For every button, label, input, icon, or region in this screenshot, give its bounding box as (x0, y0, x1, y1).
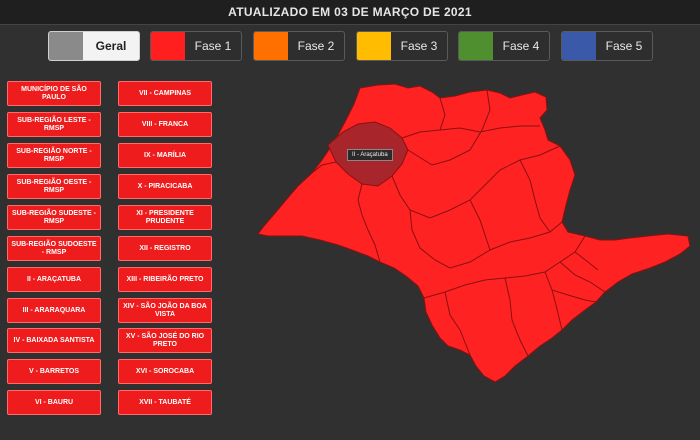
region-button-sao-paulo[interactable]: MUNICÍPIO DE SÃO PAULO (7, 81, 101, 106)
region-button-araraquara[interactable]: III - ARARAQUARA (7, 298, 101, 323)
filter-fase1-button[interactable]: Fase 1 (150, 31, 242, 61)
region-button-presidente-prudente[interactable]: XI - PRESIDENTE PRUDENTE (118, 205, 212, 230)
filter-fase5-button[interactable]: Fase 5 (561, 31, 653, 61)
map-tooltip: II - Araçatuba (347, 149, 393, 161)
map-state-outline[interactable] (257, 83, 691, 383)
fase5-swatch (562, 32, 596, 60)
filter-fase4-button[interactable]: Fase 4 (458, 31, 550, 61)
region-button-taubate[interactable]: XVII - TAUBATÉ (118, 390, 212, 415)
region-button-piracicaba[interactable]: X - PIRACICABA (118, 174, 212, 199)
region-button-barretos[interactable]: V - BARRETOS (7, 359, 101, 384)
fase3-swatch (357, 32, 391, 60)
filter-fase2-label: Fase 2 (297, 39, 335, 53)
filter-fase3-label: Fase 3 (400, 39, 438, 53)
region-button-registro[interactable]: XII - REGISTRO (118, 236, 212, 261)
region-button-sudeste-rmsp[interactable]: SUB-REGIÃO SUDESTE - RMSP (7, 205, 101, 230)
region-button-sao-jose-do-rio-preto[interactable]: XV - SÃO JOSÉ DO RIO PRETO (118, 328, 212, 353)
filter-fase5-label: Fase 5 (605, 39, 643, 53)
region-button-campinas[interactable]: VII - CAMPINAS (118, 81, 212, 106)
region-button-marilia[interactable]: IX - MARÍLIA (118, 143, 212, 168)
region-button-baixada-santista[interactable]: IV - BAIXADA SANTISTA (7, 328, 101, 353)
region-button-ribeirao-preto[interactable]: XIII - RIBEIRÃO PRETO (118, 267, 212, 292)
region-button-leste-rmsp[interactable]: SUB-REGIÃO LESTE - RMSP (7, 112, 101, 137)
filter-fase1-label: Fase 1 (194, 39, 232, 53)
update-title: ATUALIZADO EM 03 DE MARÇO DE 2021 (228, 5, 472, 19)
fase1-swatch (151, 32, 185, 60)
fase2-swatch (254, 32, 288, 60)
filter-fase3-button[interactable]: Fase 3 (356, 31, 448, 61)
region-button-sao-joao-da-boa-vista[interactable]: XIV - SÃO JOÃO DA BOA VISTA (118, 298, 212, 323)
region-button-norte-rmsp[interactable]: SUB-REGIÃO NORTE - RMSP (7, 143, 101, 168)
fase4-swatch (459, 32, 493, 60)
header-bar: ATUALIZADO EM 03 DE MARÇO DE 2021 (0, 0, 700, 25)
map-region-borders (311, 89, 606, 357)
region-button-aracatuba[interactable]: II - ARAÇATUBA (7, 267, 101, 292)
filter-fase2-button[interactable]: Fase 2 (253, 31, 345, 61)
region-button-franca[interactable]: VIII - FRANCA (118, 112, 212, 137)
filter-fase4-label: Fase 4 (502, 39, 540, 53)
region-button-sudoeste-rmsp[interactable]: SUB-REGIÃO SUDOESTE - RMSP (7, 236, 101, 261)
geral-swatch (49, 32, 83, 60)
region-button-sorocaba[interactable]: XVI - SOROCABA (118, 359, 212, 384)
region-button-bauru[interactable]: VI - BAURU (7, 390, 101, 415)
filter-geral-label: Geral (95, 39, 127, 53)
region-button-oeste-rmsp[interactable]: SUB-REGIÃO OESTE - RMSP (7, 174, 101, 199)
filter-geral-button[interactable]: Geral (48, 31, 140, 61)
